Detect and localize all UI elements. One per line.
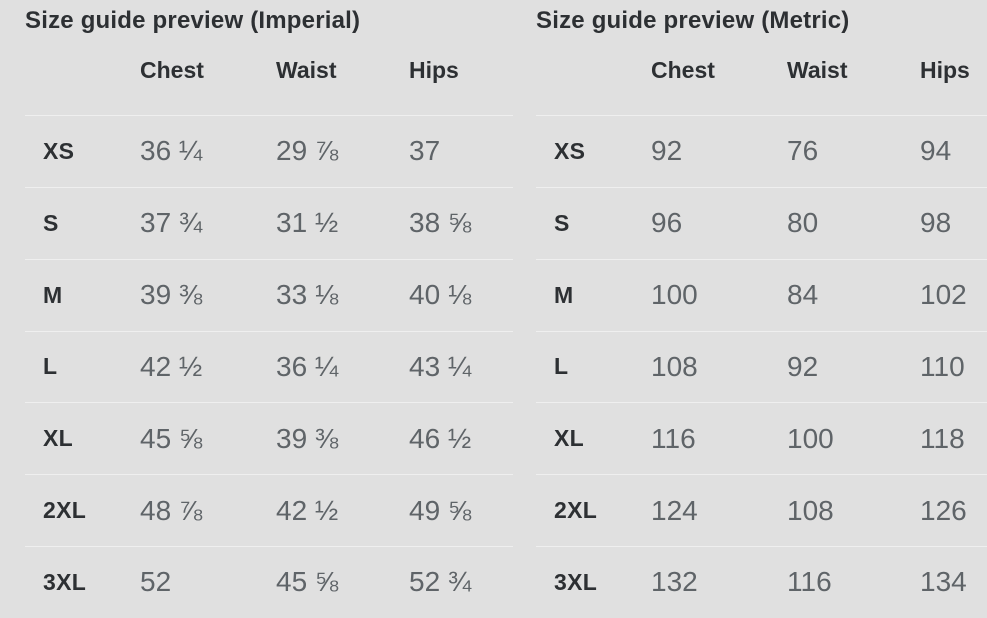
table-row: M 39 ⅜ 33 ⅛ 40 ⅛ xyxy=(25,258,513,331)
table-row: S 96 80 98 xyxy=(536,186,987,259)
waist-value: 108 xyxy=(787,494,834,526)
table-row: S 37 ¾ 31 ½ 38 ⅝ xyxy=(25,186,513,259)
table-row: XL 45 ⅝ 39 ⅜ 46 ½ xyxy=(25,402,513,474)
chest-value: 37 ¾ xyxy=(140,207,203,239)
waist-value: 116 xyxy=(787,566,832,598)
table-row: L 108 92 110 xyxy=(536,330,987,403)
hips-value: 37 xyxy=(409,135,441,167)
waist-value: 36 ¼ xyxy=(276,350,339,382)
table-row: 2XL 124 108 126 xyxy=(536,474,987,546)
imperial-column-header-hips: Hips xyxy=(409,56,459,83)
chest-value: 116 xyxy=(651,422,696,454)
waist-value: 29 ⅞ xyxy=(276,135,339,167)
metric-header-row: Chest Waist Hips xyxy=(536,56,987,84)
hips-value: 118 xyxy=(920,422,965,454)
metric-table-body: XS 92 76 94 S 96 80 98 M 100 84 102 L 10… xyxy=(536,115,987,618)
metric-column-header-hips: Hips xyxy=(920,56,970,83)
chest-value: 96 xyxy=(651,207,683,239)
size-label: XL xyxy=(554,425,584,452)
size-label: 2XL xyxy=(43,497,87,524)
table-row: M 100 84 102 xyxy=(536,258,987,331)
hips-value: 110 xyxy=(920,350,965,382)
imperial-table-body: XS 36 ¼ 29 ⅞ 37 S 37 ¾ 31 ½ 38 ⅝ M 39 ⅜ … xyxy=(25,115,513,618)
waist-value: 33 ⅛ xyxy=(276,279,339,311)
table-row: 2XL 48 ⅞ 42 ½ 49 ⅝ xyxy=(25,474,513,546)
waist-value: 76 xyxy=(787,135,819,167)
table-row: 3XL 52 45 ⅝ 52 ¾ xyxy=(25,546,513,618)
chest-value: 42 ½ xyxy=(140,350,203,382)
size-label: 3XL xyxy=(554,568,598,595)
size-label: M xyxy=(554,281,574,308)
chest-value: 100 xyxy=(651,279,698,311)
table-row: L 42 ½ 36 ¼ 43 ¼ xyxy=(25,330,513,403)
metric-table-title: Size guide preview (Metric) xyxy=(536,7,850,34)
imperial-size-table-panel: Size guide preview (Imperial) Chest Wais… xyxy=(25,0,513,618)
hips-value: 126 xyxy=(920,494,967,526)
size-label: L xyxy=(43,353,58,380)
hips-value: 52 ¾ xyxy=(409,566,472,598)
size-label: S xyxy=(554,209,570,236)
size-label: XS xyxy=(554,137,586,164)
table-row: 3XL 132 116 134 xyxy=(536,546,987,618)
chest-value: 124 xyxy=(651,494,698,526)
hips-value: 94 xyxy=(920,135,952,167)
table-row: XS 92 76 94 xyxy=(536,115,987,187)
hips-value: 46 ½ xyxy=(409,422,472,454)
size-label: 3XL xyxy=(43,568,87,595)
metric-column-header-chest: Chest xyxy=(651,56,715,83)
waist-value: 31 ½ xyxy=(276,207,339,239)
size-label: L xyxy=(554,353,569,380)
waist-value: 92 xyxy=(787,350,819,382)
hips-value: 40 ⅛ xyxy=(409,279,472,311)
chest-value: 132 xyxy=(651,566,698,598)
table-row: XL 116 100 118 xyxy=(536,402,987,474)
chest-value: 108 xyxy=(651,350,698,382)
hips-value: 134 xyxy=(920,566,967,598)
chest-value: 52 xyxy=(140,566,172,598)
chest-value: 45 ⅝ xyxy=(140,422,203,454)
hips-value: 49 ⅝ xyxy=(409,494,472,526)
size-label: S xyxy=(43,209,59,236)
imperial-table-title: Size guide preview (Imperial) xyxy=(25,7,361,34)
metric-column-header-waist: Waist xyxy=(787,56,848,83)
waist-value: 80 xyxy=(787,207,819,239)
size-label: XS xyxy=(43,137,75,164)
waist-value: 39 ⅜ xyxy=(276,422,339,454)
chest-value: 48 ⅞ xyxy=(140,494,203,526)
chest-value: 92 xyxy=(651,135,683,167)
chest-value: 39 ⅜ xyxy=(140,279,203,311)
size-label: 2XL xyxy=(554,497,598,524)
waist-value: 45 ⅝ xyxy=(276,566,339,598)
hips-value: 38 ⅝ xyxy=(409,207,472,239)
waist-value: 100 xyxy=(787,422,834,454)
waist-value: 42 ½ xyxy=(276,494,339,526)
metric-size-table-panel: Size guide preview (Metric) Chest Waist … xyxy=(536,0,987,618)
imperial-column-header-waist: Waist xyxy=(276,56,337,83)
imperial-header-row: Chest Waist Hips xyxy=(25,56,513,84)
hips-value: 102 xyxy=(920,279,967,311)
imperial-column-header-chest: Chest xyxy=(140,56,204,83)
table-row: XS 36 ¼ 29 ⅞ 37 xyxy=(25,115,513,187)
size-label: M xyxy=(43,281,63,308)
hips-value: 98 xyxy=(920,207,952,239)
size-label: XL xyxy=(43,425,73,452)
waist-value: 84 xyxy=(787,279,819,311)
chest-value: 36 ¼ xyxy=(140,135,203,167)
hips-value: 43 ¼ xyxy=(409,350,472,382)
